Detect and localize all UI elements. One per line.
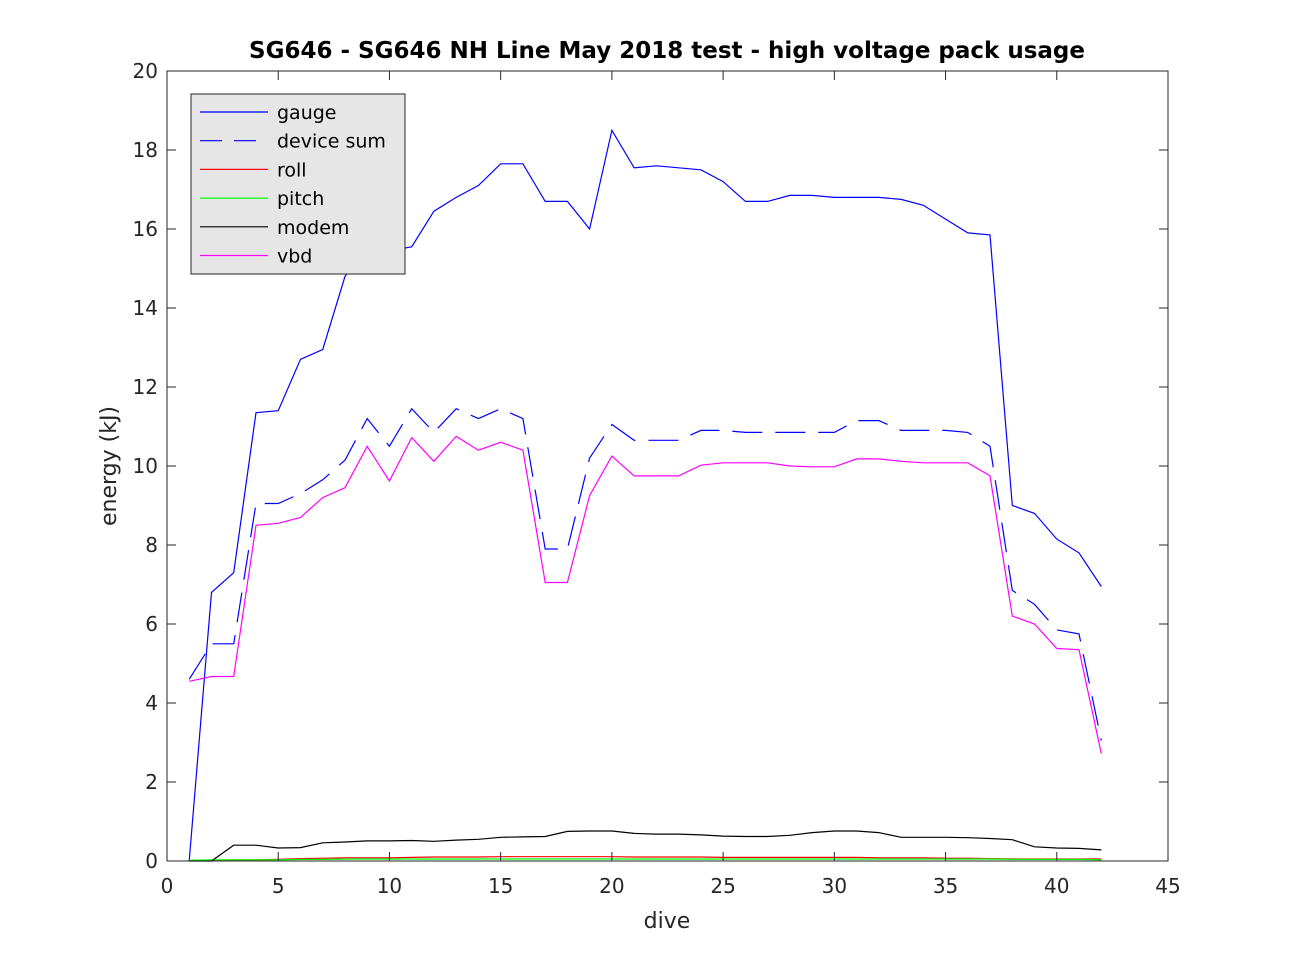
y-tick-label: 16 [133, 217, 158, 241]
x-tick-label: 35 [933, 874, 958, 898]
legend-box [190, 93, 406, 275]
x-axis: 0 5 10 15 20 25 30 35 40 45 [161, 71, 1181, 898]
y-tick-label: 10 [133, 454, 158, 478]
series-line-pitch [189, 858, 1102, 861]
legend-entry-label: modem [277, 217, 349, 239]
series-line-roll [189, 856, 1102, 862]
series-line-device-sum [188, 407, 1102, 741]
legend-entry-label: pitch [277, 188, 324, 210]
y-tick-label: 12 [133, 375, 158, 399]
y-tick-label: 2 [145, 770, 158, 794]
x-tick-label: 0 [161, 874, 174, 898]
x-tick-label: 10 [377, 874, 402, 898]
legend-entry-label: roll [277, 159, 307, 181]
series-line-gauge [188, 128, 1102, 862]
y-tick-label: 6 [145, 612, 158, 636]
x-tick-label: 5 [272, 874, 285, 898]
series-line-modem [189, 830, 1102, 862]
y-axis: 0 2 4 6 8 10 12 14 16 18 20 [133, 59, 1168, 873]
series-line-vbd [189, 435, 1102, 754]
y-tick-label: 8 [145, 533, 158, 557]
legend: gauge device sum roll pitch modem vbd [190, 93, 406, 275]
x-tick-label: 40 [1044, 874, 1069, 898]
x-tick-label: 25 [710, 874, 735, 898]
x-tick-label: 20 [599, 874, 624, 898]
series-layer [188, 128, 1102, 862]
y-tick-label: 4 [145, 691, 158, 715]
chart-title: SG646 - SG646 NH Line May 2018 test - hi… [249, 38, 1085, 64]
legend-entry-label: vbd [277, 246, 312, 268]
x-tick-label: 15 [488, 874, 513, 898]
y-tick-label: 18 [133, 138, 158, 162]
legend-entry-label: device sum [277, 131, 386, 153]
x-tick-label: 30 [822, 874, 847, 898]
legend-entry-label: gauge [277, 102, 337, 124]
y-tick-label: 14 [133, 296, 158, 320]
y-tick-label: 20 [133, 59, 158, 83]
x-tick-label: 45 [1155, 874, 1180, 898]
y-axis-title: energy (kJ) [97, 406, 122, 526]
x-axis-title: dive [644, 909, 691, 934]
y-tick-label: 0 [145, 849, 158, 873]
